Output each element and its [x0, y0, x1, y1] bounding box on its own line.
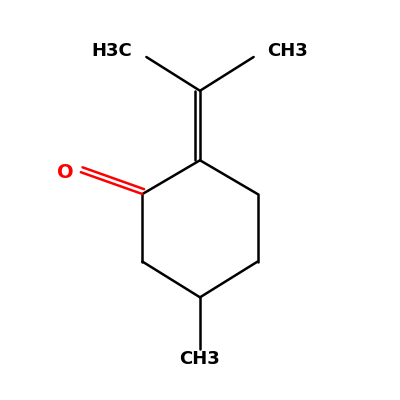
Text: O: O — [57, 163, 74, 182]
Text: CH3: CH3 — [268, 42, 308, 60]
Text: CH3: CH3 — [180, 350, 220, 368]
Text: H3C: H3C — [92, 42, 132, 60]
